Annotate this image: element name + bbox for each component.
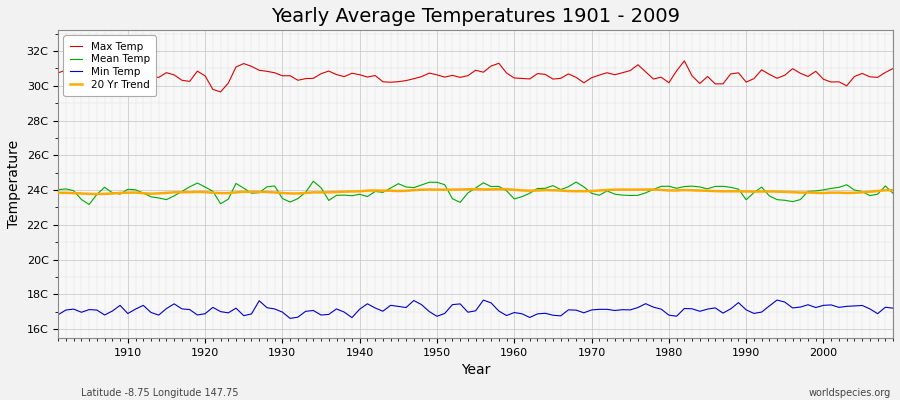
Max Temp: [53, 70, 64, 75]
Max Temp: [338, 74, 349, 79]
Legend: Max Temp, Mean Temp, Min Temp, 20 Yr Trend: Max Temp, Mean Temp, Min Temp, 20 Yr Tre…: [63, 36, 156, 96]
Mean Temp: [617, 193, 628, 198]
20 Yr Trend: [53, 190, 64, 195]
Max Temp: [114, 75, 125, 80]
Min Temp: [292, 315, 303, 320]
Mean Temp: [84, 202, 94, 207]
Mean Temp: [53, 187, 64, 192]
20 Yr Trend: [92, 192, 103, 196]
20 Yr Trend: [617, 187, 628, 192]
Min Temp: [887, 306, 898, 310]
Min Temp: [517, 311, 527, 316]
Mean Temp: [525, 191, 535, 196]
20 Yr Trend: [122, 190, 133, 195]
Max Temp: [215, 90, 226, 94]
Max Temp: [292, 78, 303, 83]
20 Yr Trend: [887, 188, 898, 192]
Max Temp: [679, 58, 689, 63]
Line: Max Temp: Max Temp: [58, 61, 893, 92]
Max Temp: [517, 76, 527, 81]
Mean Temp: [292, 196, 303, 201]
20 Yr Trend: [517, 188, 527, 193]
X-axis label: Year: Year: [461, 363, 491, 377]
Min Temp: [53, 312, 64, 317]
20 Yr Trend: [292, 191, 303, 196]
Min Temp: [284, 316, 295, 321]
Max Temp: [508, 76, 519, 80]
Mean Temp: [308, 179, 319, 184]
Mean Temp: [346, 193, 357, 198]
Text: worldspecies.org: worldspecies.org: [809, 388, 891, 398]
20 Yr Trend: [525, 188, 535, 193]
Mean Temp: [122, 187, 133, 192]
Line: 20 Yr Trend: 20 Yr Trend: [58, 189, 893, 194]
20 Yr Trend: [470, 187, 481, 192]
Text: Latitude -8.75 Longitude 147.75: Latitude -8.75 Longitude 147.75: [81, 388, 239, 398]
Line: Min Temp: Min Temp: [58, 300, 893, 318]
20 Yr Trend: [338, 189, 349, 194]
Min Temp: [508, 310, 519, 315]
Min Temp: [609, 308, 620, 313]
Min Temp: [771, 298, 782, 302]
Line: Mean Temp: Mean Temp: [58, 181, 893, 204]
Y-axis label: Temperature: Temperature: [7, 140, 21, 228]
Mean Temp: [887, 191, 898, 196]
Min Temp: [114, 303, 125, 308]
Mean Temp: [517, 194, 527, 199]
Title: Yearly Average Temperatures 1901 - 2009: Yearly Average Temperatures 1901 - 2009: [271, 7, 680, 26]
Max Temp: [609, 72, 620, 77]
Min Temp: [338, 310, 349, 314]
Max Temp: [887, 66, 898, 71]
